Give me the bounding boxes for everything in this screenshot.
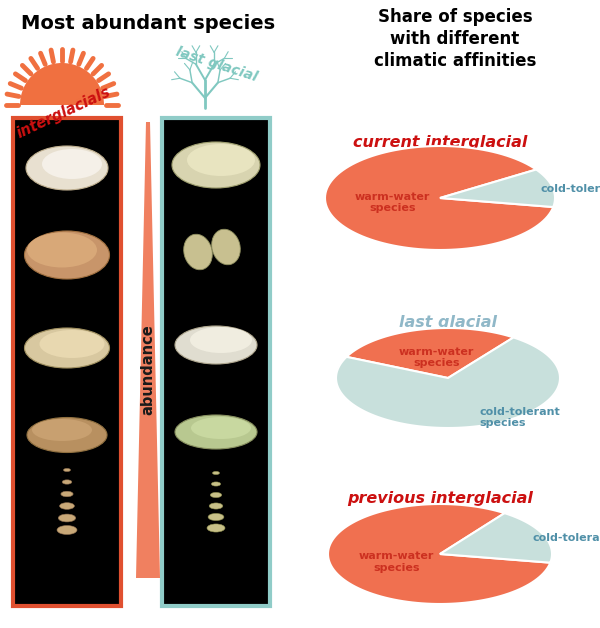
Ellipse shape (61, 491, 73, 497)
Ellipse shape (208, 514, 224, 521)
Ellipse shape (212, 229, 241, 265)
Ellipse shape (187, 144, 255, 176)
Ellipse shape (172, 142, 260, 188)
Ellipse shape (26, 146, 108, 190)
Text: abundance: abundance (140, 325, 155, 415)
Ellipse shape (190, 327, 252, 353)
Ellipse shape (40, 330, 104, 358)
Text: cold-tolerant: cold-tolerant (541, 185, 600, 195)
Polygon shape (346, 328, 514, 378)
Text: interglacials: interglacials (14, 85, 113, 141)
Polygon shape (440, 513, 552, 563)
Ellipse shape (32, 419, 92, 441)
Ellipse shape (25, 231, 110, 279)
Ellipse shape (211, 492, 222, 497)
Ellipse shape (191, 417, 251, 439)
Polygon shape (162, 118, 270, 606)
Ellipse shape (212, 472, 220, 475)
Text: last glacial: last glacial (399, 315, 497, 330)
Polygon shape (136, 122, 160, 578)
Polygon shape (13, 118, 121, 606)
Text: cold-tolerant
species: cold-tolerant species (479, 407, 560, 428)
Ellipse shape (64, 468, 71, 472)
Ellipse shape (27, 418, 107, 453)
Text: current interglacial: current interglacial (353, 136, 527, 151)
Text: warm-water
species: warm-water species (355, 192, 430, 213)
Ellipse shape (175, 326, 257, 364)
Ellipse shape (59, 502, 74, 509)
Polygon shape (336, 337, 560, 428)
Ellipse shape (175, 415, 257, 449)
Ellipse shape (25, 328, 110, 368)
Ellipse shape (209, 503, 223, 509)
Ellipse shape (211, 482, 221, 486)
Polygon shape (440, 170, 555, 207)
Text: Share of species
with different
climatic affinities: Share of species with different climatic… (374, 8, 536, 70)
Text: warm-water
species: warm-water species (398, 347, 474, 369)
Text: last glacial: last glacial (175, 44, 260, 84)
Text: previous interglacial: previous interglacial (347, 490, 533, 506)
Ellipse shape (184, 234, 212, 270)
Ellipse shape (62, 480, 72, 484)
Polygon shape (328, 504, 550, 604)
Ellipse shape (42, 149, 102, 179)
Ellipse shape (58, 514, 76, 522)
Ellipse shape (207, 524, 225, 532)
Text: Most abundant species: Most abundant species (21, 14, 275, 33)
Text: warm-water
species: warm-water species (359, 551, 434, 573)
Polygon shape (325, 146, 553, 250)
Text: cold-tolerant: cold-tolerant (533, 533, 600, 543)
Ellipse shape (57, 526, 77, 534)
Ellipse shape (27, 232, 97, 268)
Wedge shape (20, 63, 104, 105)
